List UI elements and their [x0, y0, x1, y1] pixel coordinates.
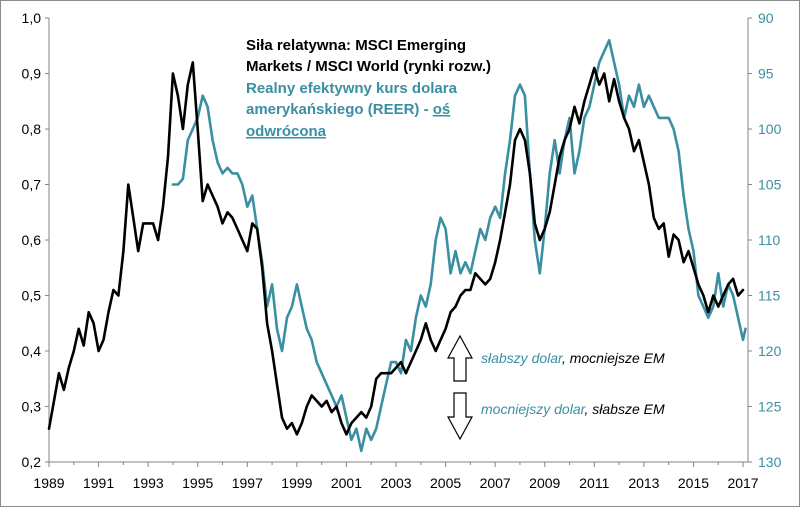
y-right-tick-label: 90: [758, 10, 774, 26]
x-tick-label: 2001: [331, 475, 362, 491]
annotation-1-part-3: mocniejsze EM: [570, 350, 665, 366]
legend-reer-line-1: Realny efektywny kurs dolara: [246, 80, 458, 97]
y-right-tick-label: 100: [758, 121, 782, 137]
x-tick-label: 2009: [529, 475, 560, 491]
x-tick-label: 1999: [281, 475, 312, 491]
y-left-tick-label: 0,4: [22, 343, 42, 359]
arrow-up-icon: [446, 334, 474, 382]
x-tick-label: 2007: [480, 475, 511, 491]
y-right-tick-label: 125: [758, 399, 782, 415]
axes: 0,2 0,3 0,4 0,5 0,6 0,7 0,8 0,9 1,0 90 95 100 105 110…: [22, 10, 782, 491]
x-tick-label: 1991: [83, 475, 114, 491]
y-left-tick-label: 1,0: [22, 10, 42, 26]
y-right-tick-label: 95: [758, 66, 774, 82]
series-lines: [47, 38, 747, 453]
x-tick-label: 1989: [33, 475, 64, 491]
x-tick-label: 1995: [182, 475, 213, 491]
y-right-tick-label: 120: [758, 343, 782, 359]
y-right-tick-label: 115: [758, 288, 781, 304]
legend-msci-line-1: Siła relatywna: MSCI Emerging: [246, 37, 466, 54]
x-tick-label: 2005: [430, 475, 461, 491]
legend: Siła relatywna: MSCI Emerging Markets / …: [246, 37, 491, 140]
series-msci-line: [47, 61, 745, 436]
annotation-stronger-dollar: mocniejszy dolar, słabsze EM: [481, 401, 665, 417]
series-reer-line: [171, 38, 747, 453]
x-tick-label: 2015: [678, 475, 709, 491]
arrow-down-icon: [446, 392, 474, 441]
y-left-tick-label: 0,8: [22, 121, 42, 137]
annotation-weaker-dollar: słabszy dolar, mocniejsze EM: [481, 350, 665, 366]
legend-msci-line-2: Markets / MSCI World (rynki rozw.): [246, 58, 491, 75]
annotation-1-part-1: słabszy dolar: [481, 350, 564, 366]
y-left-tick-label: 0,2: [22, 454, 42, 470]
legend-reer-line-3: odwrócona: [246, 123, 327, 140]
y-left-tick-label: 0,3: [22, 399, 42, 415]
x-tick-label: 1993: [133, 475, 164, 491]
annotation-2-part-2: ,: [585, 401, 593, 417]
x-tick-label: 2003: [380, 475, 411, 491]
x-tick-label: 2011: [579, 475, 609, 491]
annotation-1-part-2: ,: [562, 350, 570, 366]
x-tick-label: 2017: [727, 475, 758, 491]
annotation-2-part-1: mocniejszy dolar: [481, 401, 587, 417]
x-tick-label: 2013: [628, 475, 659, 491]
y-left-tick-label: 0,7: [22, 177, 42, 193]
y-left-tick-label: 0,9: [22, 66, 42, 82]
annotation-2-part-3: słabsze EM: [592, 401, 665, 417]
y-left-tick-label: 0,5: [22, 288, 42, 304]
x-tick-label: 1997: [232, 475, 263, 491]
y-right-tick-label: 130: [758, 454, 782, 470]
legend-reer-line-2-text: amerykańskiego (REER) -: [246, 101, 433, 118]
y-left-tick-label: 0,6: [22, 232, 42, 248]
y-right-tick-label: 110: [758, 232, 781, 248]
y-right-tick-label: 105: [758, 177, 782, 193]
legend-reer-axis-word: oś: [433, 101, 451, 118]
legend-reer-line-2: amerykańskiego (REER) - oś: [246, 101, 450, 118]
